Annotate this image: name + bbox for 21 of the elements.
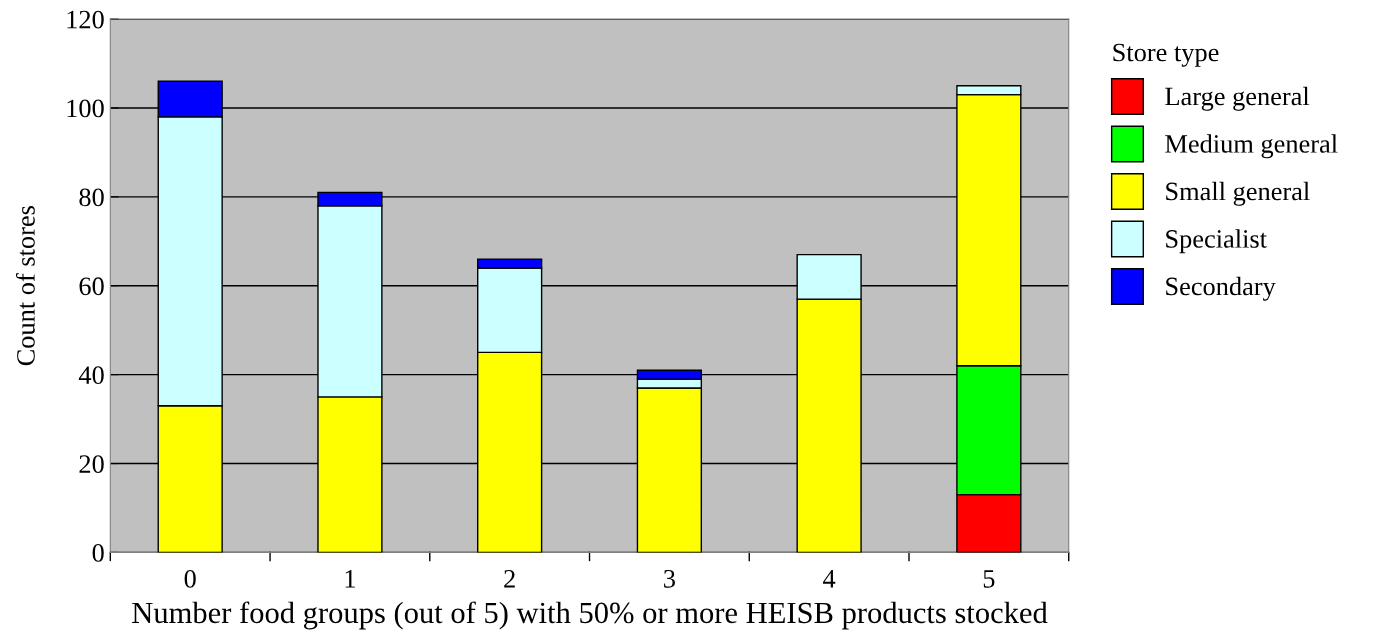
- y-tick-label: 60: [79, 277, 104, 296]
- y-tick-label: 40: [78, 366, 104, 385]
- y-tick-label: 20: [79, 455, 104, 473]
- x-tick-label: 5: [983, 570, 995, 588]
- legend-label: Secondary: [1166, 276, 1276, 301]
- y-tick-label: 100: [67, 99, 104, 118]
- legend-label: Medium general: [1165, 134, 1338, 159]
- x-tick-label: 0: [184, 569, 196, 588]
- y-tick-label: 120: [67, 10, 104, 29]
- legend-label: Small general: [1166, 181, 1310, 206]
- y-tick-label: 0: [92, 544, 104, 562]
- y-tick-label: 80: [79, 188, 104, 207]
- legend-title: Store type: [1113, 43, 1219, 67]
- x-tick-label: 1: [345, 570, 355, 588]
- legend-label: Specialist: [1166, 229, 1267, 254]
- y-axis-title: Count of stores: [15, 206, 35, 366]
- legend-label: Large general: [1165, 86, 1310, 111]
- x-axis-title: Number food groups (out of 5) with 50% or more HEISB products stocked: [132, 601, 1048, 630]
- x-tick-label: 3: [664, 569, 675, 588]
- x-tick-label: 2: [504, 569, 515, 588]
- x-tick-label: 4: [823, 570, 836, 588]
